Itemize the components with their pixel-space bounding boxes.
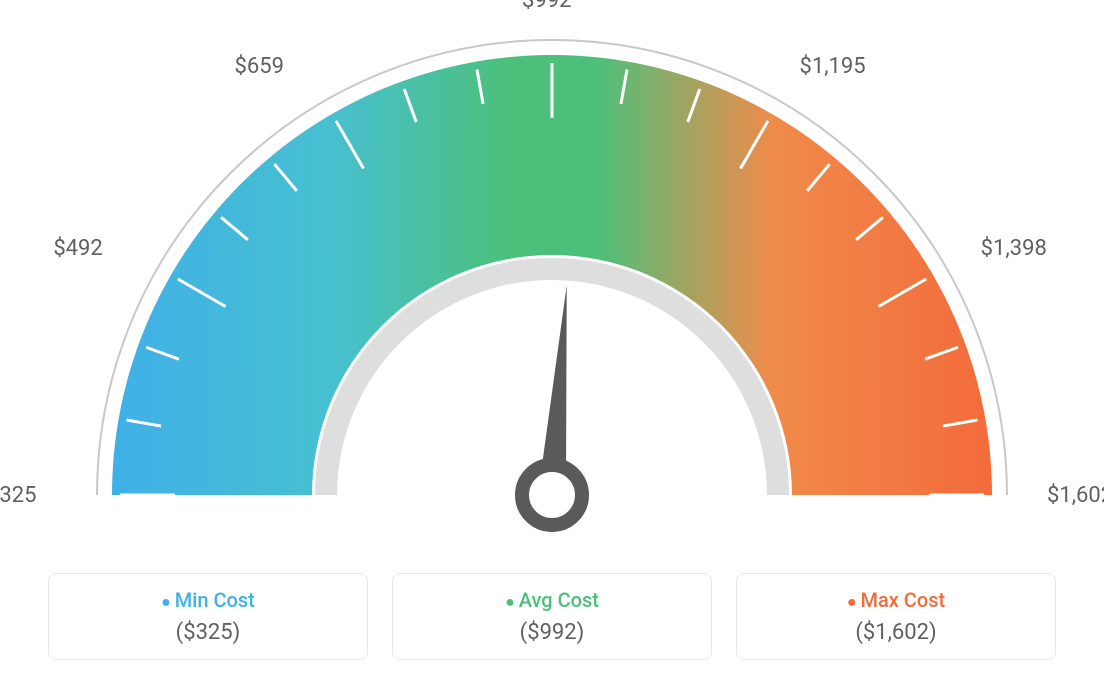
scale-label: $992: [522, 0, 571, 13]
scale-label: $1,398: [981, 236, 1047, 261]
scale-label: $659: [235, 54, 284, 79]
scale-label: $325: [0, 483, 36, 508]
legend-avg-label: Avg Cost: [393, 588, 711, 612]
gauge-area: $325 $492 $659 $992 $1,195 $1,398 $1,602: [0, 0, 1104, 560]
gauge-svg: [0, 0, 1104, 560]
legend-row: Min Cost ($325) Avg Cost ($992) Max Cost…: [0, 573, 1104, 660]
legend-max-value: ($1,602): [737, 620, 1055, 645]
legend-max-label: Max Cost: [737, 588, 1055, 612]
scale-label: $1,195: [800, 54, 866, 79]
scale-label: $492: [53, 236, 102, 261]
legend-card-max: Max Cost ($1,602): [736, 573, 1056, 660]
legend-min-label: Min Cost: [49, 588, 367, 612]
legend-card-avg: Avg Cost ($992): [392, 573, 712, 660]
scale-label: $1,602: [1047, 483, 1104, 508]
legend-min-value: ($325): [49, 620, 367, 645]
gauge-chart-container: $325 $492 $659 $992 $1,195 $1,398 $1,602 Min C…: [0, 0, 1104, 690]
legend-avg-value: ($992): [393, 620, 711, 645]
legend-card-min: Min Cost ($325): [48, 573, 368, 660]
